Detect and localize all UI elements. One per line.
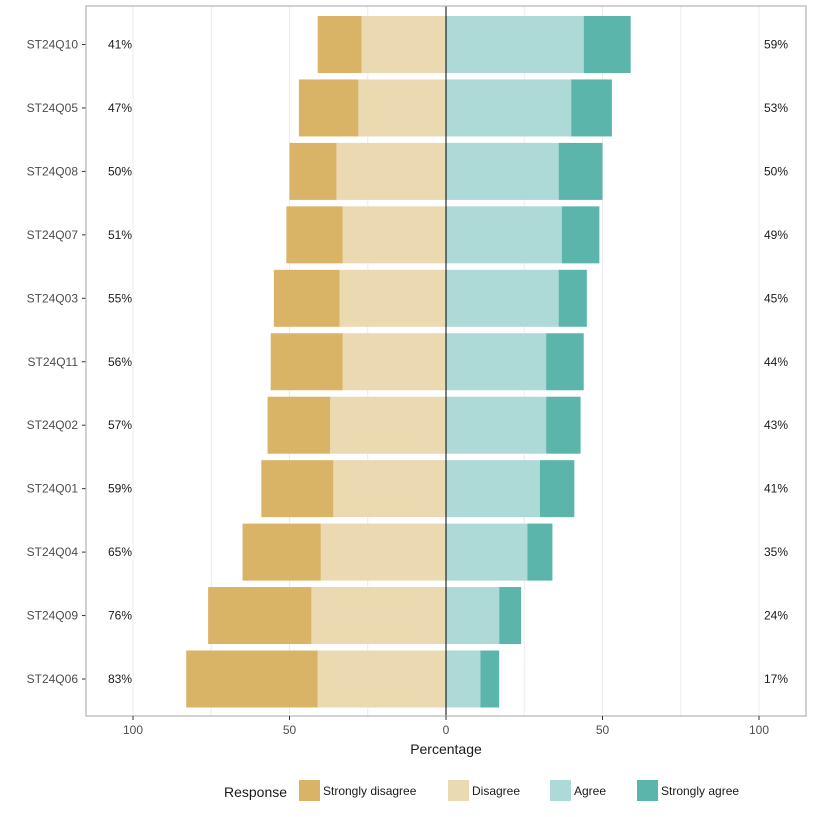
axis-layer: 100 50 0 50 100 bbox=[82, 5, 807, 737]
right-percent-label: 17% bbox=[764, 672, 788, 686]
bar-disagree bbox=[342, 333, 446, 391]
bar-disagree bbox=[330, 396, 446, 454]
bar-strongly-agree bbox=[561, 206, 600, 264]
bar-agree bbox=[446, 16, 584, 73]
left-percent-label: 83% bbox=[108, 672, 132, 686]
bar-strongly-agree bbox=[558, 269, 587, 327]
legend-key-agree bbox=[550, 780, 571, 801]
bar-disagree bbox=[361, 16, 446, 73]
left-percent-label: 59% bbox=[108, 482, 132, 496]
bar-agree bbox=[446, 79, 572, 137]
left-percent-label: 65% bbox=[108, 545, 132, 559]
bar-agree bbox=[446, 650, 481, 708]
legend-label: Strongly disagree bbox=[323, 784, 417, 798]
left-percent-label: 47% bbox=[108, 101, 132, 115]
bar-disagree bbox=[358, 79, 446, 137]
bar-strongly-disagree bbox=[270, 333, 343, 391]
left-percent-label: 51% bbox=[108, 228, 132, 242]
bar-agree bbox=[446, 269, 559, 327]
bar-strongly-agree bbox=[571, 79, 612, 137]
bar-strongly-disagree bbox=[261, 460, 334, 518]
left-percent-label: 55% bbox=[108, 291, 132, 305]
bar-agree bbox=[446, 460, 540, 518]
right-percent-label: 44% bbox=[764, 355, 788, 369]
bars-layer bbox=[186, 16, 631, 708]
bar-strongly-agree bbox=[480, 650, 500, 708]
bar-strongly-disagree bbox=[267, 396, 331, 454]
y-tick-label: ST24Q09 bbox=[27, 609, 79, 623]
labels-layer: ST24Q10 41% 59% ST24Q05 47% 53% ST24Q08 50% 50% S… bbox=[27, 38, 789, 687]
bar-disagree bbox=[317, 650, 446, 708]
bar-strongly-agree bbox=[539, 460, 575, 518]
x-tick-label: 100 bbox=[749, 723, 769, 737]
legend-label: Strongly agree bbox=[661, 784, 739, 798]
bar-strongly-disagree bbox=[242, 523, 321, 581]
left-percent-label: 56% bbox=[108, 355, 132, 369]
bar-agree bbox=[446, 142, 559, 200]
bar-disagree bbox=[311, 587, 446, 645]
right-percent-label: 43% bbox=[764, 418, 788, 432]
bar-agree bbox=[446, 587, 500, 645]
legend-key-strongly-agree bbox=[637, 780, 658, 801]
bar-strongly-agree bbox=[546, 333, 584, 391]
bar-strongly-disagree bbox=[186, 650, 318, 708]
y-tick-label: ST24Q10 bbox=[27, 38, 79, 52]
x-tick-label: 50 bbox=[283, 723, 297, 737]
bar-strongly-disagree bbox=[317, 16, 362, 73]
y-tick-label: ST24Q11 bbox=[28, 355, 79, 369]
bar-disagree bbox=[333, 460, 446, 518]
bar-disagree bbox=[339, 269, 446, 327]
x-tick-label: 0 bbox=[443, 723, 450, 737]
bar-agree bbox=[446, 396, 547, 454]
x-tick-label: 50 bbox=[596, 723, 610, 737]
legend-key-strongly-disagree bbox=[299, 780, 320, 801]
right-percent-label: 45% bbox=[764, 291, 788, 305]
left-percent-label: 76% bbox=[108, 609, 132, 623]
right-percent-label: 50% bbox=[764, 164, 788, 178]
right-percent-label: 35% bbox=[764, 545, 788, 559]
bar-agree bbox=[446, 206, 562, 264]
y-tick-label: ST24Q05 bbox=[27, 101, 79, 115]
legend-title: Response bbox=[224, 784, 287, 800]
y-tick-label: ST24Q08 bbox=[27, 164, 79, 178]
y-tick-label: ST24Q07 bbox=[27, 228, 79, 242]
legend: Response Strongly disagree Disagree Agree S… bbox=[224, 780, 739, 801]
x-tick-label: 100 bbox=[123, 723, 143, 737]
bar-strongly-disagree bbox=[298, 79, 359, 137]
right-percent-label: 24% bbox=[764, 609, 788, 623]
legend-label: Agree bbox=[574, 784, 606, 798]
right-percent-label: 49% bbox=[764, 228, 788, 242]
left-percent-label: 41% bbox=[108, 38, 132, 52]
legend-key-disagree bbox=[448, 780, 469, 801]
y-tick-label: ST24Q01 bbox=[27, 482, 79, 496]
y-tick-label: ST24Q03 bbox=[27, 291, 79, 305]
bar-strongly-disagree bbox=[208, 587, 312, 645]
bar-strongly-agree bbox=[546, 396, 581, 454]
bar-strongly-agree bbox=[527, 523, 553, 581]
bar-strongly-agree bbox=[558, 142, 603, 200]
legend-label: Disagree bbox=[472, 784, 520, 798]
bar-agree bbox=[446, 333, 547, 391]
left-percent-label: 50% bbox=[108, 164, 132, 178]
y-tick-label: ST24Q02 bbox=[27, 418, 79, 432]
left-percent-label: 57% bbox=[108, 418, 132, 432]
right-percent-label: 59% bbox=[764, 38, 788, 52]
bar-strongly-disagree bbox=[286, 206, 343, 264]
right-percent-label: 41% bbox=[764, 482, 788, 496]
bar-disagree bbox=[336, 142, 446, 200]
bar-disagree bbox=[342, 206, 446, 264]
bar-strongly-disagree bbox=[273, 269, 340, 327]
x-axis-title: Percentage bbox=[410, 741, 482, 757]
bar-strongly-agree bbox=[583, 16, 631, 73]
y-tick-label: ST24Q06 bbox=[27, 672, 79, 686]
bar-agree bbox=[446, 523, 528, 581]
y-tick-label: ST24Q04 bbox=[27, 545, 79, 559]
bar-strongly-agree bbox=[499, 587, 522, 645]
bar-strongly-disagree bbox=[289, 142, 337, 200]
right-percent-label: 53% bbox=[764, 101, 788, 115]
bar-disagree bbox=[320, 523, 446, 581]
